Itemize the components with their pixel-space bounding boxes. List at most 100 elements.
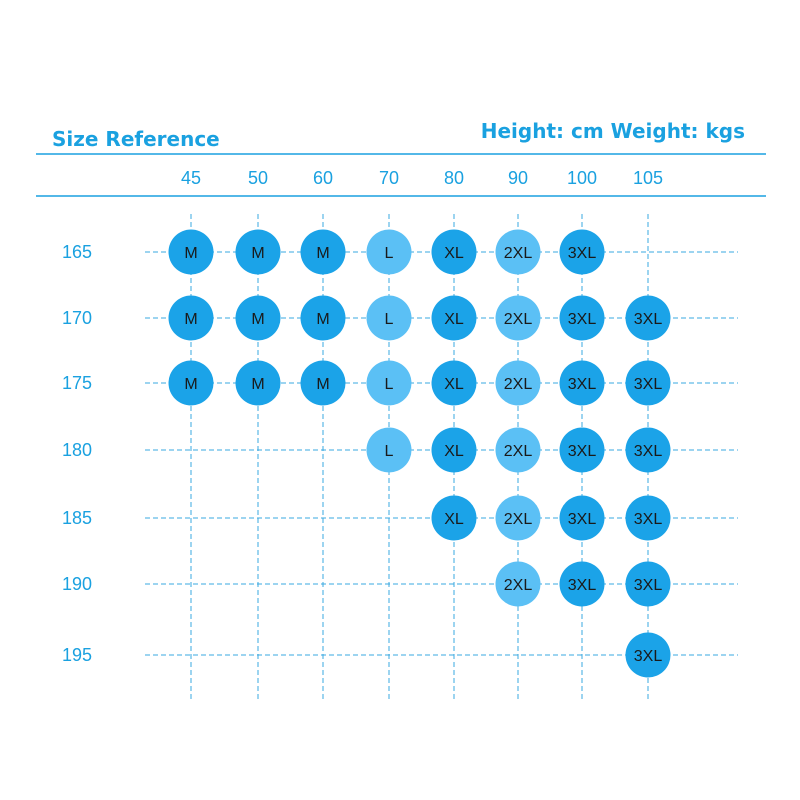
height-tick-label: 175 xyxy=(62,373,92,393)
size-label: M xyxy=(316,311,329,328)
size-label: L xyxy=(385,311,394,328)
size-marker xyxy=(366,360,412,406)
size-marker xyxy=(559,229,605,275)
size-cell: 3XL xyxy=(625,632,671,678)
size-cell: XL xyxy=(431,495,477,541)
size-label: 3XL xyxy=(568,443,597,460)
size-marker xyxy=(625,561,671,607)
size-cell: 3XL xyxy=(625,561,671,607)
height-tick-label: 165 xyxy=(62,242,92,262)
weight-tick-label: 50 xyxy=(248,168,268,188)
size-label: 2XL xyxy=(504,577,533,594)
size-marker xyxy=(495,427,541,473)
size-cell: 3XL xyxy=(559,427,605,473)
size-marker xyxy=(559,427,605,473)
size-cell: 3XL xyxy=(559,295,605,341)
size-marker xyxy=(300,295,346,341)
size-cell: XL xyxy=(431,427,477,473)
size-cell: M xyxy=(168,229,214,275)
size-label: XL xyxy=(444,511,464,528)
height-tick-label: 195 xyxy=(62,645,92,665)
size-cell: 3XL xyxy=(625,295,671,341)
size-cell: 2XL xyxy=(495,495,541,541)
size-label: L xyxy=(385,376,394,393)
size-marker xyxy=(625,495,671,541)
weight-tick-label: 80 xyxy=(444,168,464,188)
size-marker xyxy=(559,495,605,541)
size-label: 3XL xyxy=(568,311,597,328)
size-marker xyxy=(366,229,412,275)
size-marker xyxy=(495,229,541,275)
size-label: XL xyxy=(444,311,464,328)
size-cell: M xyxy=(235,295,281,341)
size-label: M xyxy=(316,245,329,262)
size-cell: 2XL xyxy=(495,295,541,341)
size-cell: XL xyxy=(431,360,477,406)
size-cell: L xyxy=(366,427,412,473)
size-label: 3XL xyxy=(634,311,663,328)
size-marker xyxy=(431,229,477,275)
size-marker xyxy=(495,360,541,406)
size-cell: 2XL xyxy=(495,229,541,275)
size-label: M xyxy=(184,311,197,328)
size-label: M xyxy=(251,311,264,328)
size-marker xyxy=(366,427,412,473)
size-cell: M xyxy=(168,360,214,406)
size-label: M xyxy=(184,245,197,262)
weight-tick-label: 45 xyxy=(181,168,201,188)
size-label: L xyxy=(385,245,394,262)
size-marker xyxy=(431,427,477,473)
height-tick-label: 170 xyxy=(62,308,92,328)
size-cell: M xyxy=(300,360,346,406)
size-marker xyxy=(431,495,477,541)
size-cell: L xyxy=(366,295,412,341)
height-axis-labels: 165 170 175 180 185 190 195 xyxy=(62,242,92,665)
size-label: 3XL xyxy=(634,577,663,594)
size-label: M xyxy=(316,376,329,393)
size-marker xyxy=(300,360,346,406)
weight-tick-label: 100 xyxy=(567,168,597,188)
size-label: M xyxy=(184,376,197,393)
size-cell: 3XL xyxy=(625,495,671,541)
size-cell: M xyxy=(168,295,214,341)
size-label: XL xyxy=(444,443,464,460)
height-tick-label: 185 xyxy=(62,508,92,528)
size-marker xyxy=(168,295,214,341)
size-cell: M xyxy=(235,360,281,406)
weight-tick-label: 70 xyxy=(379,168,399,188)
size-cell: M xyxy=(300,295,346,341)
size-marker xyxy=(559,561,605,607)
size-marker xyxy=(495,295,541,341)
size-cells: M M M L XL 2XL 3XL M M M L XL 2XL 3XL 3XL M M M L XL 2XL 3XL 3… xyxy=(168,229,671,678)
size-cell: 2XL xyxy=(495,561,541,607)
size-marker xyxy=(235,295,281,341)
size-cell: 3XL xyxy=(559,495,605,541)
size-marker xyxy=(431,295,477,341)
size-marker xyxy=(495,495,541,541)
size-cell: XL xyxy=(431,295,477,341)
size-cell: 3XL xyxy=(625,427,671,473)
size-marker xyxy=(559,360,605,406)
size-label: 3XL xyxy=(568,245,597,262)
height-tick-label: 190 xyxy=(62,574,92,594)
size-label: 3XL xyxy=(568,511,597,528)
size-cell: L xyxy=(366,360,412,406)
size-cell: XL xyxy=(431,229,477,275)
size-marker xyxy=(625,360,671,406)
size-marker xyxy=(168,360,214,406)
size-cell: 3XL xyxy=(559,561,605,607)
size-cell: 3XL xyxy=(559,360,605,406)
size-label: M xyxy=(251,376,264,393)
size-cell: M xyxy=(300,229,346,275)
size-label: 2XL xyxy=(504,443,533,460)
size-label: L xyxy=(385,443,394,460)
size-label: 2XL xyxy=(504,245,533,262)
size-marker xyxy=(300,229,346,275)
weight-tick-label: 90 xyxy=(508,168,528,188)
size-marker xyxy=(625,427,671,473)
size-label: 3XL xyxy=(634,376,663,393)
size-marker xyxy=(235,229,281,275)
size-label: 3XL xyxy=(634,443,663,460)
size-label: 2XL xyxy=(504,311,533,328)
size-cell: 2XL xyxy=(495,427,541,473)
